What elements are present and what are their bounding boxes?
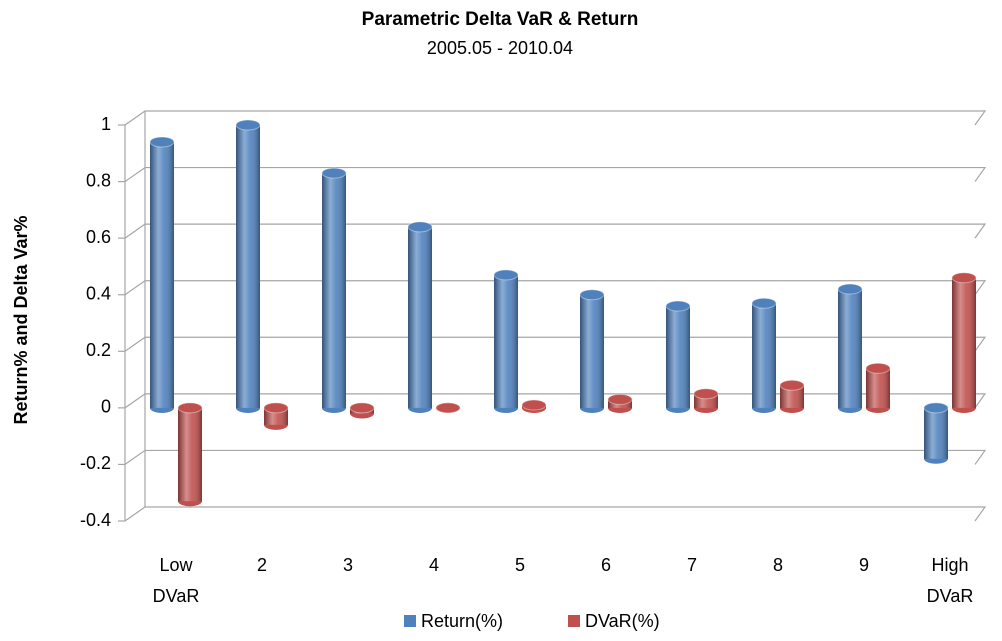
bar-cap [349,402,375,414]
bar-shade [494,274,518,408]
bar-shade [150,141,174,408]
y-axis-label: Return% and Delta Var% [11,215,31,424]
legend-label: DVaR(%) [585,611,660,631]
x-tick-label: 4 [429,555,439,575]
bar-cap [751,297,777,309]
y-tick-label: 1 [101,114,111,134]
x-tick-label: 6 [601,555,611,575]
grid-line [124,506,987,522]
bar [235,119,261,413]
x-tick-label: High DVaR [927,555,974,606]
bar [521,399,547,413]
bar [951,272,977,413]
bar-shade [408,226,432,408]
bar-cap [579,289,605,301]
bar-cap [951,272,977,284]
bar-cap [263,402,289,414]
bar-shade [780,385,804,408]
bar-shade [866,368,890,408]
bar [321,167,347,413]
bar-cap [693,388,719,400]
bar-cap [607,393,633,405]
legend-swatch [404,615,416,627]
x-tick-label: 2 [257,555,267,575]
bar-cap [235,119,261,131]
bar-shade [580,294,604,408]
grid-line [124,223,987,239]
bar-cap [779,379,805,391]
x-tick-label: 9 [859,555,869,575]
x-tick-label: 7 [687,555,697,575]
bar [435,402,461,414]
bar-shade [322,173,346,408]
grid-line [124,393,987,409]
grid-line [124,166,987,183]
x-tick-label: 8 [773,555,783,575]
y-tick-label: 0.6 [86,227,111,247]
bar-cap [665,300,691,312]
bar-cap [923,402,949,414]
y-tick-label: -0.4 [80,510,111,530]
bar-shade [924,407,948,459]
bar-shade [752,303,776,408]
bar [779,379,805,413]
bar-shade [666,306,690,408]
x-tick-label: 3 [343,555,353,575]
bar [149,136,175,413]
bar [407,221,433,413]
bar [177,402,203,507]
x-tick-label: Low DVaR [153,555,200,606]
bar [923,402,949,464]
bar-shade [178,407,202,502]
bar [665,300,691,413]
bar-shade [838,289,862,408]
bar-cap [149,136,175,148]
bar-cap [407,221,433,233]
y-tick-label: 0.8 [86,170,111,190]
bar [607,393,633,413]
bar-cap [177,402,203,414]
bar-cap [321,167,347,179]
bar [837,283,863,413]
bar-cap [837,283,863,295]
bar [349,402,375,419]
bar-cap [493,269,519,281]
chart-title: Parametric Delta VaR & Return [362,9,639,30]
bar-cap [435,402,461,414]
grid-line [124,280,987,296]
bar-cap [865,362,891,374]
chart-subtitle: 2005.05 - 2010.04 [427,38,573,58]
y-tick-label: -0.2 [80,453,111,473]
bar-cap [521,399,547,411]
bar [865,362,891,413]
x-tick-label: 5 [515,555,525,575]
bar [693,388,719,413]
legend-swatch [568,615,580,627]
legend-label: Return(%) [421,611,503,631]
grid-line [124,449,987,465]
bar-shade [952,277,976,408]
y-tick-label: 0.2 [86,340,111,360]
grid-line [124,110,987,126]
bar [493,269,519,413]
y-tick-label: 0 [101,397,111,417]
y-tick-label: 0.4 [86,283,111,303]
bar [751,297,777,413]
grid-line [124,336,987,352]
bar [263,402,289,430]
bar [579,289,605,413]
bar-shade [236,125,260,408]
